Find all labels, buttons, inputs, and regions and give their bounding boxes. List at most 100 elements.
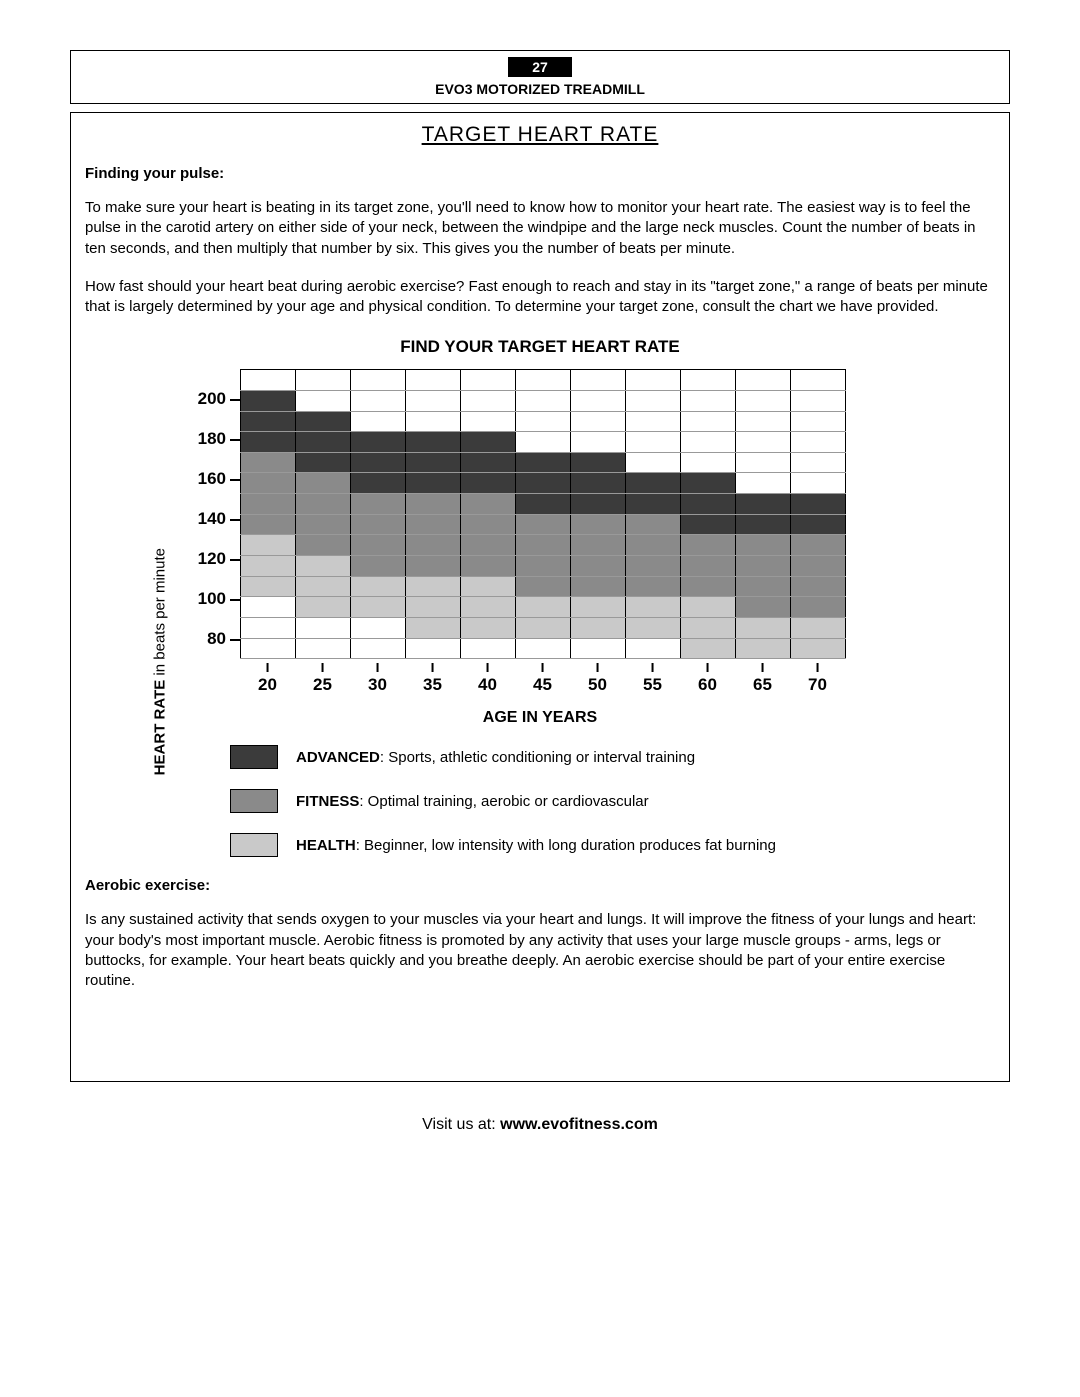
y-tick: 100	[170, 579, 226, 619]
chart-cell	[461, 638, 516, 659]
chart-cell	[791, 535, 846, 556]
chart-cell	[626, 617, 681, 638]
chart-cell	[681, 452, 736, 473]
chart-cell	[516, 370, 571, 391]
heart-rate-chart: HEART RATE in beats per minute 200180160…	[170, 369, 910, 727]
legend-text: FITNESS: Optimal training, aerobic or ca…	[296, 793, 649, 810]
chart-cell	[736, 514, 791, 535]
chart-cell	[736, 576, 791, 597]
chart-cell	[736, 638, 791, 659]
section1-heading: Finding your pulse:	[85, 165, 995, 182]
chart-cell	[681, 473, 736, 494]
chart-cell	[681, 535, 736, 556]
chart-cell	[736, 494, 791, 515]
chart-cell	[351, 473, 406, 494]
chart-cell	[296, 535, 351, 556]
chart-cell	[516, 638, 571, 659]
x-axis-label: AGE IN YEARS	[170, 709, 910, 727]
chart-cell	[516, 514, 571, 535]
chart-cell	[461, 597, 516, 618]
chart-cell	[516, 473, 571, 494]
chart-cell	[406, 556, 461, 577]
x-tick: 65	[753, 675, 772, 695]
chart-cell	[406, 514, 461, 535]
x-tick: 35	[423, 675, 442, 695]
chart-cell	[296, 514, 351, 535]
chart-cell	[461, 535, 516, 556]
chart-cell	[351, 390, 406, 411]
chart-cell	[736, 556, 791, 577]
chart-cell	[791, 370, 846, 391]
chart-cell	[351, 638, 406, 659]
chart-cell	[681, 370, 736, 391]
chart-cell	[791, 432, 846, 453]
chart-cell	[406, 473, 461, 494]
page-number-badge: 27	[508, 57, 572, 77]
chart-cell	[626, 411, 681, 432]
chart-cell	[791, 494, 846, 515]
chart-cell	[351, 494, 406, 515]
chart-cell	[626, 370, 681, 391]
legend-swatch	[230, 745, 278, 769]
chart-cell	[241, 638, 296, 659]
chart-cell	[791, 617, 846, 638]
chart-cell	[296, 638, 351, 659]
chart-cell	[626, 597, 681, 618]
chart-cell	[571, 556, 626, 577]
x-tick: 20	[258, 675, 277, 695]
chart-cell	[406, 576, 461, 597]
chart-cell	[351, 432, 406, 453]
chart-cell	[626, 473, 681, 494]
chart-cell	[461, 370, 516, 391]
legend-row: FITNESS: Optimal training, aerobic or ca…	[230, 789, 850, 813]
chart-cell	[406, 617, 461, 638]
chart-cell	[516, 411, 571, 432]
chart-cell	[406, 432, 461, 453]
chart-cell	[351, 597, 406, 618]
chart-cell	[736, 370, 791, 391]
chart-cell	[296, 452, 351, 473]
chart-cell	[626, 535, 681, 556]
chart-cell	[461, 494, 516, 515]
chart-cell	[516, 556, 571, 577]
legend-row: HEALTH: Beginner, low intensity with lon…	[230, 833, 850, 857]
chart-cell	[681, 411, 736, 432]
chart-cell	[296, 432, 351, 453]
chart-cell	[791, 514, 846, 535]
chart-cell	[516, 390, 571, 411]
chart-cell	[791, 556, 846, 577]
chart-cell	[736, 535, 791, 556]
chart-cell	[791, 390, 846, 411]
product-name: EVO3 MOTORIZED TREADMILL	[71, 81, 1009, 97]
chart-cell	[681, 432, 736, 453]
chart-cell	[791, 576, 846, 597]
y-tick: 80	[170, 619, 226, 659]
page-title: TARGET HEART RATE	[85, 123, 995, 147]
chart-cell	[516, 535, 571, 556]
chart-cell	[681, 514, 736, 535]
footer: Visit us at: www.evofitness.com	[70, 1116, 1010, 1134]
chart-title: FIND YOUR TARGET HEART RATE	[85, 337, 995, 357]
chart-cell	[351, 514, 406, 535]
chart-cell	[406, 535, 461, 556]
chart-cell	[571, 597, 626, 618]
section1-p1: To make sure your heart is beating in it…	[85, 198, 995, 259]
chart-cell	[571, 638, 626, 659]
chart-cell	[681, 576, 736, 597]
chart-cell	[571, 390, 626, 411]
chart-cell	[626, 494, 681, 515]
chart-legend: ADVANCED: Sports, athletic conditioning …	[230, 745, 850, 857]
chart-cell	[626, 390, 681, 411]
chart-cell	[626, 556, 681, 577]
chart-cell	[571, 576, 626, 597]
content-box: TARGET HEART RATE Finding your pulse: To…	[70, 112, 1010, 1082]
chart-cell	[406, 411, 461, 432]
legend-swatch	[230, 833, 278, 857]
chart-cell	[461, 473, 516, 494]
chart-cell	[241, 370, 296, 391]
y-tick: 180	[170, 419, 226, 459]
x-tick: 50	[588, 675, 607, 695]
chart-cell	[626, 432, 681, 453]
chart-cell	[791, 597, 846, 618]
legend-text: HEALTH: Beginner, low intensity with lon…	[296, 837, 776, 854]
